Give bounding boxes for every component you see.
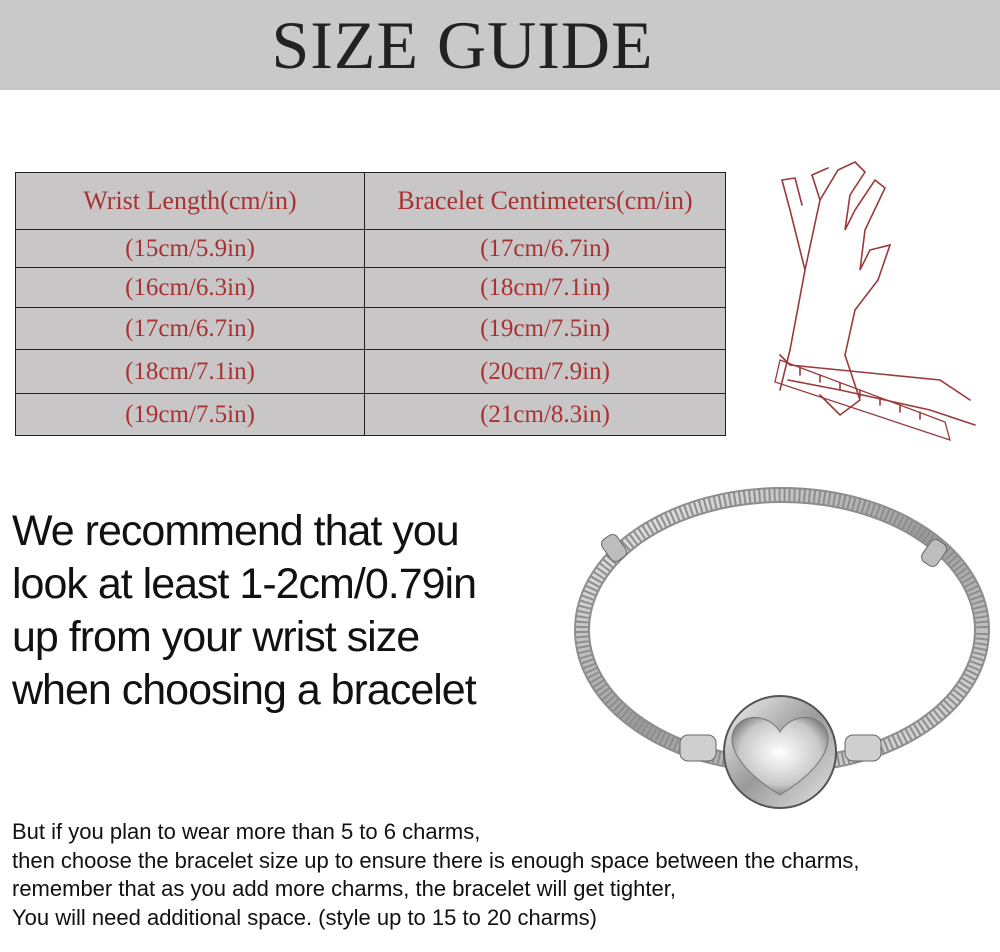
charms-note: But if you plan to wear more than 5 to 6… xyxy=(12,818,860,932)
bracelet-cell: (21cm/8.3in) xyxy=(364,393,726,436)
recommendation-text: We recommend that you look at least 1-2c… xyxy=(12,505,477,717)
table-header-row: Wrist Length(cm/in) Bracelet Centimeters… xyxy=(15,172,726,230)
wrist-cell: (15cm/5.9in) xyxy=(15,229,365,268)
table-row: (18cm/7.1in) (20cm/7.9in) xyxy=(15,349,726,394)
note-line: remember that as you add more charms, th… xyxy=(12,876,676,901)
header-wrist-length: Wrist Length(cm/in) xyxy=(15,172,365,230)
table-row: (17cm/6.7in) (19cm/7.5in) xyxy=(15,307,726,350)
wrist-cell: (16cm/6.3in) xyxy=(15,267,365,308)
recommendation-line: up from your wrist size xyxy=(12,613,420,661)
bracelet-cell: (18cm/7.1in) xyxy=(364,267,726,308)
wrist-cell: (17cm/6.7in) xyxy=(15,307,365,350)
wrist-cell: (19cm/7.5in) xyxy=(15,393,365,436)
bracelet-cell: (17cm/6.7in) xyxy=(364,229,726,268)
recommendation-line: We recommend that you xyxy=(12,507,460,555)
wrist-cell: (18cm/7.1in) xyxy=(15,349,365,394)
recommendation-line: look at least 1-2cm/0.79in xyxy=(12,560,477,608)
bracelet-cell: (20cm/7.9in) xyxy=(364,349,726,394)
title-banner: SIZE GUIDE xyxy=(0,0,1000,90)
table-row: (19cm/7.5in) (21cm/8.3in) xyxy=(15,393,726,436)
note-line: But if you plan to wear more than 5 to 6… xyxy=(12,819,481,844)
table-row: (15cm/5.9in) (17cm/6.7in) xyxy=(15,229,726,268)
bracelet-cell: (19cm/7.5in) xyxy=(364,307,726,350)
size-table: Wrist Length(cm/in) Bracelet Centimeters… xyxy=(15,172,726,436)
header-bracelet-size: Bracelet Centimeters(cm/in) xyxy=(364,172,726,230)
note-line: then choose the bracelet size up to ensu… xyxy=(12,847,860,873)
bracelet-image xyxy=(574,487,990,809)
table-row: (16cm/6.3in) (18cm/7.1in) xyxy=(15,267,726,308)
page-title: SIZE GUIDE xyxy=(271,7,654,83)
recommendation-line: when choosing a bracelet xyxy=(12,666,477,714)
hand-measuring-wrist-sketch xyxy=(774,161,976,442)
note-line: You will need additional space. (style u… xyxy=(12,904,597,930)
